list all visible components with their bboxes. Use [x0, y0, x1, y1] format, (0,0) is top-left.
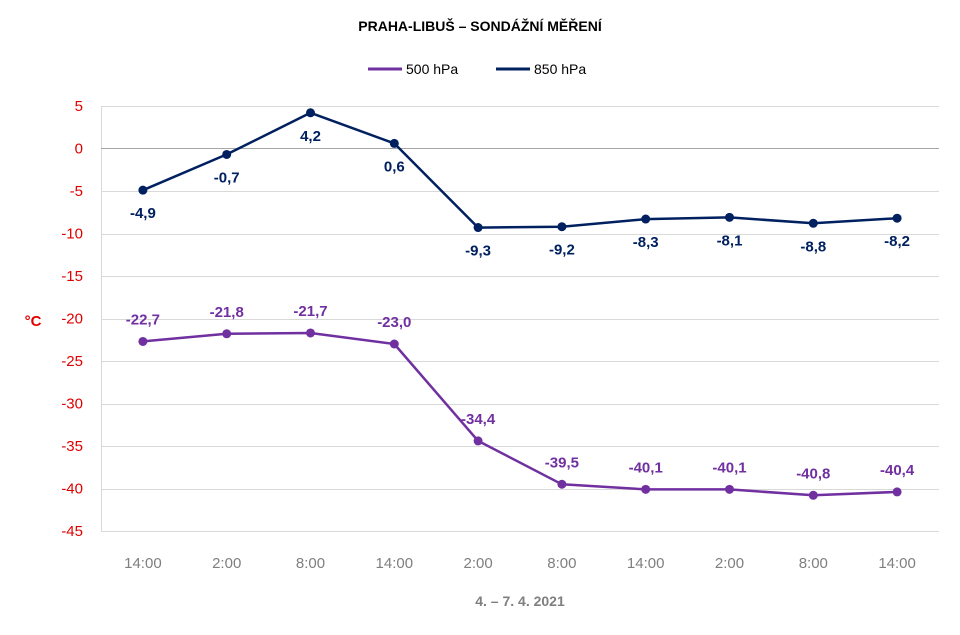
data-label: -40,4: [880, 462, 915, 479]
y-tick-label: -10: [61, 226, 83, 243]
series-group: -22,7 -21,8 -21,7 -23,0 -34,4 -39,5 -40,1 -40,1…: [126, 108, 915, 500]
y-tick-label: 5: [75, 98, 83, 115]
data-label: 4,2: [300, 128, 321, 145]
series-line: [142, 111, 898, 229]
x-tick-label: 2:00: [212, 555, 241, 572]
series-line: [142, 331, 898, 497]
data-point: [641, 484, 651, 494]
data-point: [473, 223, 483, 233]
data-point: [389, 138, 399, 148]
data-label: 0,6: [384, 158, 405, 175]
x-axis-label: 4. – 7. 4. 2021: [475, 593, 565, 609]
chart-title: PRAHA-LIBUŠ – SONDÁŽNÍ MĚŘENÍ: [358, 17, 603, 34]
data-point: [892, 487, 902, 497]
data-label: -8,8: [800, 238, 826, 255]
grid-lines: [101, 106, 939, 532]
x-tick-label: 2:00: [463, 555, 492, 572]
legend-label: 850 hPa: [534, 61, 586, 77]
x-tick-label: 8:00: [799, 555, 828, 572]
x-axis: 14:00 2:00 8:00 14:00 2:00 8:00 14:00 2:00 8:00 1…: [124, 555, 916, 572]
data-point: [138, 336, 148, 346]
data-point: [725, 484, 734, 494]
x-tick-label: 8:00: [547, 555, 576, 572]
y-tick-label: -35: [61, 438, 83, 455]
y-axis: 5 0 -5 -10 -15 -20 -25 -30 -35 -40 -45: [61, 98, 83, 540]
data-point: [808, 218, 818, 228]
data-point: [641, 214, 651, 224]
y-tick-label: -40: [61, 481, 83, 498]
y-tick-label: 0: [75, 141, 83, 158]
series-2: -4,9 -0,7 4,2 0,6 -9,3 -9,2 -8,3 -8,1 -8,8 -8,2: [130, 108, 910, 260]
data-label: -40,1: [712, 459, 746, 476]
x-tick-label: 14:00: [878, 555, 916, 572]
y-tick-label: -30: [61, 396, 83, 413]
data-point: [808, 490, 818, 500]
data-point: [138, 185, 148, 195]
x-tick-label: 14:00: [376, 555, 414, 572]
x-tick-label: 14:00: [124, 555, 162, 572]
x-tick-label: 14:00: [627, 555, 665, 572]
data-label: -9,3: [465, 243, 491, 260]
x-tick-label: 8:00: [296, 555, 325, 572]
data-label: -34,4: [461, 411, 496, 428]
data-label: -8,3: [633, 234, 659, 251]
y-tick-label: -25: [61, 353, 83, 370]
y-tick-label: -15: [61, 268, 83, 285]
data-point: [557, 222, 567, 232]
data-label: -40,1: [629, 459, 663, 476]
data-point: [389, 339, 399, 349]
data-label: -21,8: [210, 304, 244, 321]
y-tick-label: -45: [61, 523, 83, 540]
series-1: -22,7 -21,8 -21,7 -23,0 -34,4 -39,5 -40,1 -40,1…: [126, 303, 915, 500]
legend-item: 500 hPa: [368, 61, 458, 77]
data-label: -22,7: [126, 311, 160, 328]
data-point: [892, 213, 902, 223]
x-tick-label: 2:00: [715, 555, 744, 572]
legend-item: 850 hPa: [496, 61, 586, 77]
y-tick-label: -20: [61, 311, 83, 328]
data-point: [222, 149, 232, 159]
data-point: [222, 329, 232, 339]
data-label: -23,0: [377, 314, 411, 331]
data-label: -21,7: [293, 303, 327, 320]
data-label: -39,5: [545, 454, 579, 471]
data-label: -40,8: [796, 465, 830, 482]
data-point: [725, 212, 734, 222]
data-point: [306, 108, 315, 118]
data-point: [557, 479, 567, 489]
data-point: [306, 328, 315, 338]
data-label: -9,2: [549, 242, 575, 259]
data-label: -8,2: [884, 233, 910, 250]
legend-label: 500 hPa: [406, 61, 458, 77]
legend: 500 hPa 850 hPa: [368, 61, 586, 77]
data-label: -0,7: [214, 169, 240, 186]
y-axis-label: °C: [25, 313, 42, 330]
y-tick-label: -5: [70, 183, 83, 200]
data-point: [473, 436, 483, 446]
data-label: -4,9: [130, 205, 156, 222]
data-label: -8,1: [717, 232, 743, 249]
